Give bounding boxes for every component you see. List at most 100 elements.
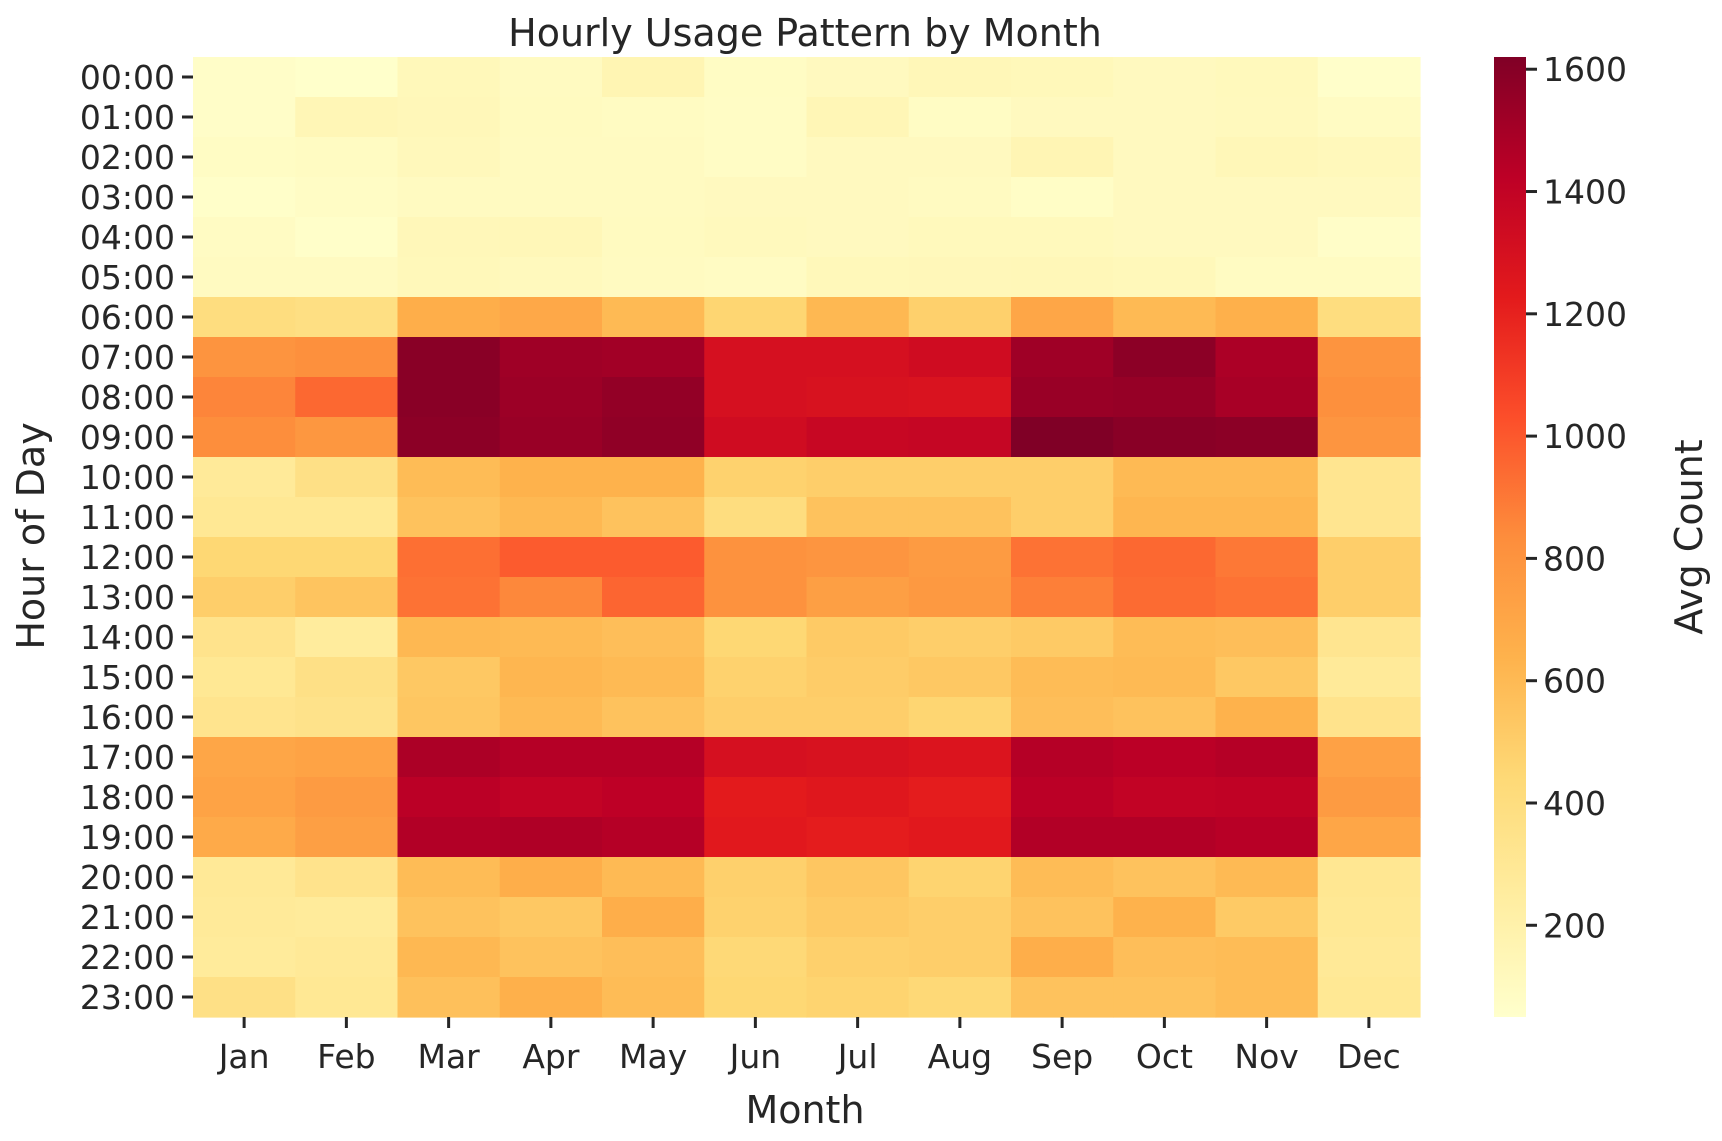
heatmap-cell-jul-2000 (806, 857, 910, 898)
heatmap-cell-aug-0100 (908, 97, 1012, 138)
heatmap-cell-sep-1400 (1011, 617, 1114, 658)
heatmap-cell-aug-0500 (908, 257, 1012, 298)
heatmap-cell-jun-0000 (704, 57, 808, 98)
heatmap-cell-sep-2200 (1011, 937, 1114, 978)
y-tick-label: 21:00 (80, 898, 175, 937)
heatmap-cell-jun-1500 (704, 657, 808, 698)
heatmap-cell-aug-1800 (908, 777, 1012, 818)
colorbar-tick-label: 1000 (1543, 417, 1627, 456)
heatmap-cell-feb-1100 (295, 497, 399, 538)
heatmap-cell-mar-1600 (397, 697, 501, 738)
heatmap-cell-feb-0300 (295, 177, 399, 218)
heatmap-cell-jan-0100 (193, 97, 296, 138)
heatmap-cell-jul-0600 (806, 297, 910, 338)
heatmap-cell-feb-1800 (295, 777, 399, 818)
y-tick-label: 05:00 (80, 258, 175, 297)
heatmap-cell-aug-0900 (908, 417, 1012, 458)
heatmap-cell-apr-0300 (499, 177, 603, 218)
heatmap-cell-sep-1300 (1011, 577, 1114, 618)
heatmap-cell-sep-0700 (1011, 337, 1114, 378)
heatmap-cell-aug-0400 (908, 217, 1012, 258)
heatmap-cell-mar-0800 (397, 377, 501, 418)
heatmap-cell-feb-0000 (295, 57, 399, 98)
heatmap-cell-apr-0100 (499, 97, 603, 138)
heatmap-cell-apr-1000 (499, 457, 603, 498)
heatmap-cell-sep-1100 (1011, 497, 1114, 538)
heatmap-cell-may-0700 (602, 337, 705, 378)
colorbar-ticks: 200 400 600 800 1000 1200 1400 1600 (1526, 50, 1627, 945)
heatmap-cell-jun-0200 (704, 137, 808, 178)
heatmap-cell-may-2100 (602, 897, 705, 938)
heatmap-cell-may-0000 (602, 57, 705, 98)
y-tick-label: 18:00 (80, 778, 175, 817)
colorbar-tick-label: 1600 (1543, 50, 1627, 89)
heatmap-cell-nov-1900 (1215, 817, 1319, 858)
heatmap-cell-may-0200 (602, 137, 705, 178)
heatmap-cell-may-1200 (602, 537, 705, 578)
y-tick-label: 12:00 (80, 538, 175, 577)
y-axis-label: Hour of Day (9, 422, 53, 649)
heatmap-cell-oct-1800 (1113, 777, 1217, 818)
heatmap-cell-aug-1500 (908, 657, 1012, 698)
heatmap-cell-nov-0800 (1215, 377, 1319, 418)
heatmap-cell-dec-0100 (1317, 97, 1421, 138)
heatmap-cell-apr-1700 (499, 737, 603, 778)
heatmap-cell-jan-1400 (193, 617, 296, 658)
colorbar-tick-label: 800 (1543, 539, 1606, 578)
heatmap-cell-oct-0400 (1113, 217, 1217, 258)
heatmap-cell-apr-0900 (499, 417, 603, 458)
heatmap-cell-may-0300 (602, 177, 705, 218)
heatmap-cell-nov-0100 (1215, 97, 1319, 138)
heatmap-cell-jan-0300 (193, 177, 296, 218)
heatmap-cell-jun-0400 (704, 217, 808, 258)
y-tick-label: 03:00 (80, 178, 175, 217)
heatmap-cell-apr-0700 (499, 337, 603, 378)
heatmap-cell-sep-2100 (1011, 897, 1114, 938)
heatmap-cell-may-1700 (602, 737, 705, 778)
heatmap-cell-mar-0900 (397, 417, 501, 458)
heatmap-cell-feb-1500 (295, 657, 399, 698)
heatmap-cell-dec-1000 (1317, 457, 1421, 498)
heatmap-cell-dec-0600 (1317, 297, 1421, 338)
heatmap-cell-may-2300 (602, 977, 705, 1018)
heatmap-cell-feb-2100 (295, 897, 399, 938)
heatmap-cell-jun-0800 (704, 377, 808, 418)
heatmap-cell-mar-1200 (397, 537, 501, 578)
colorbar-tick-label: 1400 (1543, 173, 1627, 212)
heatmap-cell-mar-1300 (397, 577, 501, 618)
heatmap-cell-oct-0600 (1113, 297, 1217, 338)
heatmap-cell-mar-0000 (397, 57, 501, 98)
heatmap-cell-nov-0500 (1215, 257, 1319, 298)
heatmap-cell-jan-1100 (193, 497, 296, 538)
x-tick-label: Oct (1136, 1037, 1193, 1076)
heatmap-cell-jun-0900 (704, 417, 808, 458)
heatmap-cell-dec-0000 (1317, 57, 1421, 98)
heatmap-cell-oct-2200 (1113, 937, 1217, 978)
heatmap-cell-aug-2100 (908, 897, 1012, 938)
colorbar-tick-label: 600 (1543, 662, 1606, 701)
x-tick-label: Nov (1234, 1037, 1298, 1076)
x-axis-ticks: Jan Feb Mar Apr May Jun Jul Aug Sep Oct Nov Dec (217, 1017, 1401, 1076)
heatmap-cell-dec-1600 (1317, 697, 1421, 738)
heatmap-cell-apr-1300 (499, 577, 603, 618)
heatmap-cell-may-1500 (602, 657, 705, 698)
heatmap-cell-jun-1000 (704, 457, 808, 498)
heatmap-cell-jan-0200 (193, 137, 296, 178)
heatmap-cell-sep-1600 (1011, 697, 1114, 738)
heatmap-cell-mar-0300 (397, 177, 501, 218)
x-tick-label: Jul (836, 1037, 878, 1076)
y-tick-label: 22:00 (80, 938, 175, 977)
heatmap-cell-jul-0900 (806, 417, 910, 458)
heatmap-cell-mar-1000 (397, 457, 501, 498)
heatmap-cell-may-0900 (602, 417, 705, 458)
heatmap-cell-nov-1300 (1215, 577, 1319, 618)
heatmap-cell-jun-2000 (704, 857, 808, 898)
heatmap-cell-dec-1100 (1317, 497, 1421, 538)
x-tick-label: Feb (317, 1037, 375, 1076)
heatmap-cell-dec-1400 (1317, 617, 1421, 658)
heatmap-cell-mar-2300 (397, 977, 501, 1018)
heatmap-cell-sep-1700 (1011, 737, 1114, 778)
heatmap-cell-jan-1600 (193, 697, 296, 738)
heatmap-cell-jul-0000 (806, 57, 910, 98)
heatmap-cell-sep-0500 (1011, 257, 1114, 298)
